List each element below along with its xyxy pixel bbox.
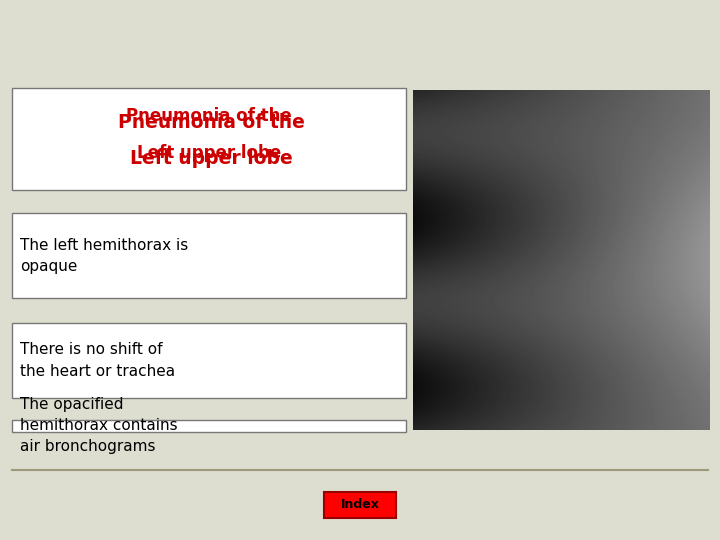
Text: Pneumonia of the: Pneumonia of the (118, 112, 305, 132)
Text: Pneumonia of the: Pneumonia of the (126, 107, 292, 125)
Text: Left upper lobe: Left upper lobe (130, 148, 293, 167)
FancyBboxPatch shape (12, 323, 406, 398)
Text: There is no shift of
the heart or trachea: There is no shift of the heart or trache… (20, 342, 175, 379)
FancyBboxPatch shape (324, 492, 396, 518)
FancyBboxPatch shape (12, 88, 406, 190)
Text: The left hemithorax is
opaque: The left hemithorax is opaque (20, 238, 188, 273)
FancyBboxPatch shape (12, 420, 406, 432)
FancyBboxPatch shape (12, 213, 406, 298)
Text: Left upper lobe: Left upper lobe (137, 144, 281, 162)
Text: Index: Index (341, 498, 379, 511)
Text: The opacified
hemithorax contains
air bronchograms: The opacified hemithorax contains air br… (20, 397, 178, 455)
